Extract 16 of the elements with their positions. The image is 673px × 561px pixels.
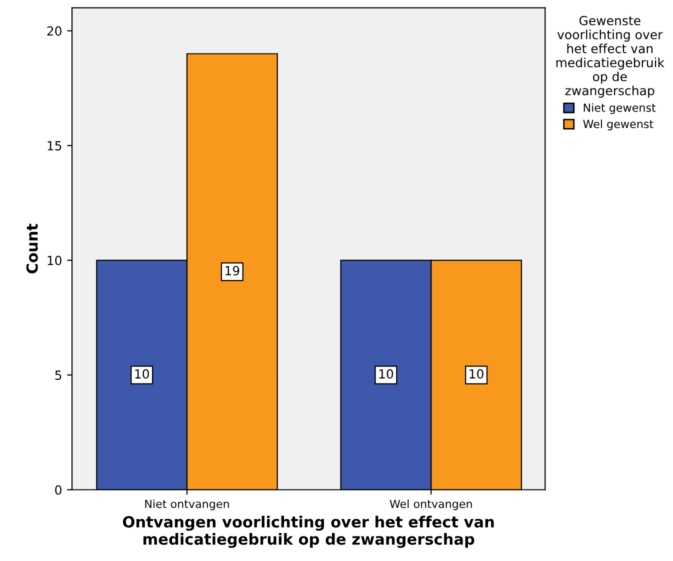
x-tick-label: Wel ontvangen: [390, 499, 472, 510]
data-label: 19: [226, 266, 240, 276]
y-tick-label: 20: [47, 26, 62, 36]
x-tick-label: Niet ontvangen: [145, 499, 229, 510]
data-label: 10: [135, 369, 149, 379]
y-tick-label: 5: [55, 370, 62, 380]
y-tick-label: 0: [55, 485, 62, 495]
data-label: 10: [379, 369, 394, 379]
data-label: 10: [470, 369, 484, 379]
legend-label: Niet gewenst: [584, 103, 656, 114]
x-axis-title: Ontvangen voorlichting over het effect van medicatiegebruik op de zwangerschap: [122, 516, 494, 548]
y-tick-label: 15: [48, 141, 62, 150]
legend-label: Wel gewenst: [583, 120, 654, 130]
legend-title: Gewenste voorlichting over het effect van medicatiegebruik op de zwangerschap: [556, 16, 664, 98]
y-axis-title: Count: [26, 224, 38, 274]
y-tick-label: 10: [48, 256, 62, 266]
